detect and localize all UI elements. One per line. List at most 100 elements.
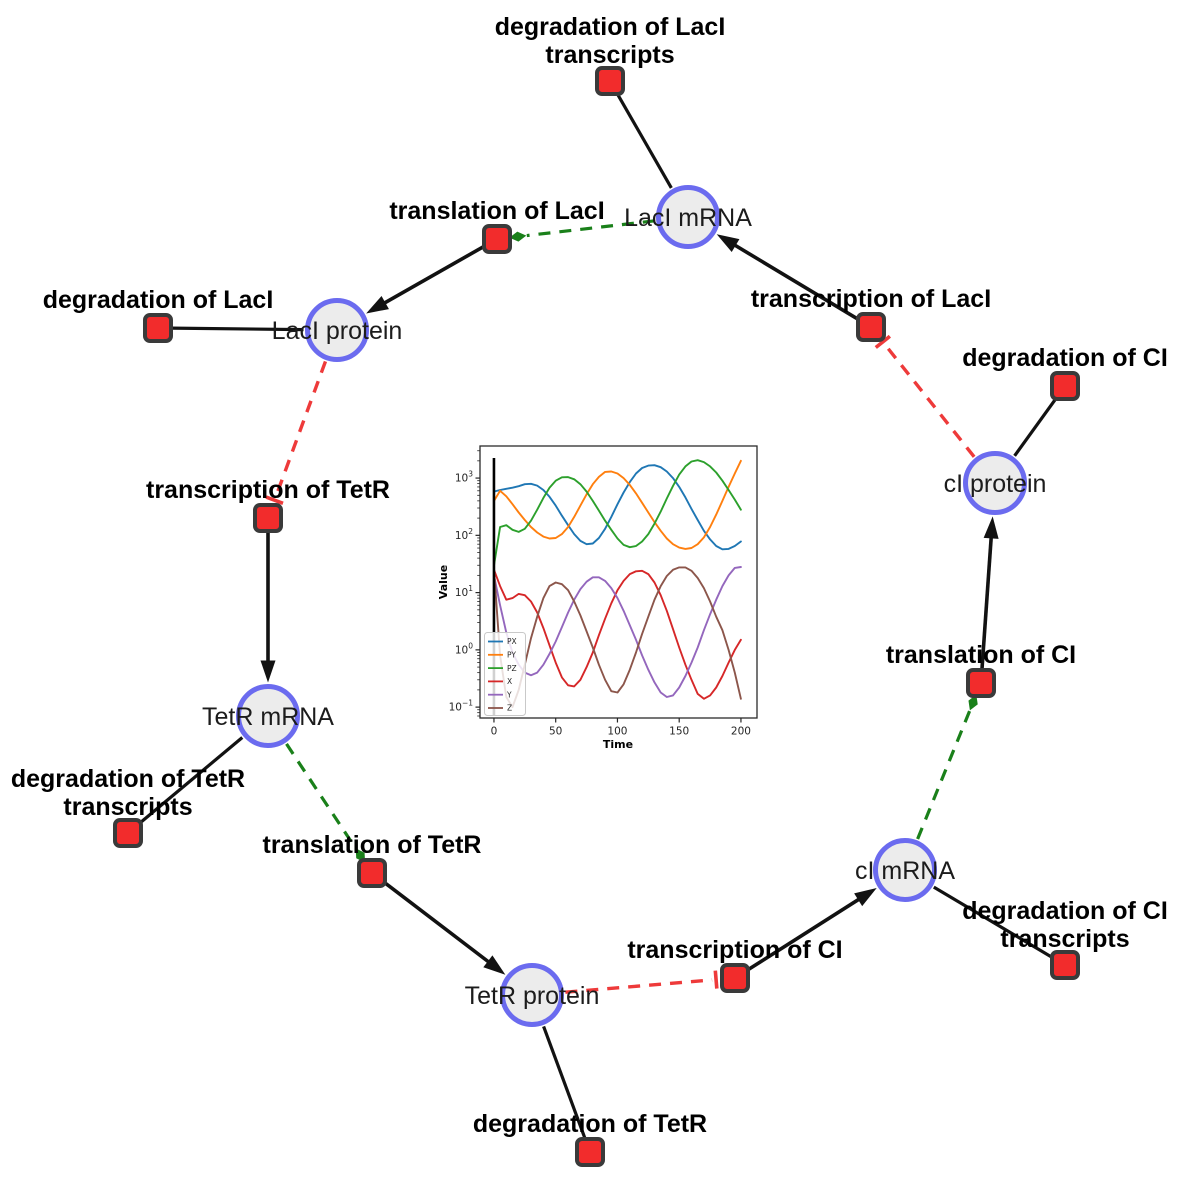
chart-legend: PX PY PZ XYZ <box>484 632 526 716</box>
edge-tetr-protein-txn-ci <box>565 970 719 994</box>
chart-line-z <box>493 566 742 709</box>
legend-label-z: Z <box>507 704 512 713</box>
arrowhead <box>366 296 389 314</box>
arrowhead <box>854 887 877 907</box>
reaction-label-transl-laci: translation of LacI <box>389 197 604 225</box>
species-node-laci-mrna <box>656 185 720 249</box>
species-node-tetr-protein <box>500 963 564 1027</box>
species-node-ci-mrna <box>873 838 937 902</box>
species-node-tetr-mrna <box>236 684 300 748</box>
edge-laci-protein-deg-laci <box>170 326 304 332</box>
arrowhead <box>483 955 506 975</box>
network-nodes <box>113 66 1080 1167</box>
reaction-node-txn-tetr <box>253 503 283 533</box>
reaction-node-transl-laci <box>482 224 512 254</box>
species-label-tetr-mrna: TetR mRNA <box>202 703 334 731</box>
x-tick-label: 200 <box>731 726 751 738</box>
reaction-label-deg-ci-tx-line2: transcripts <box>1000 925 1129 953</box>
inhibition-tbar <box>265 495 284 505</box>
species-node-laci-protein <box>305 298 369 362</box>
legend-label-px: PX <box>507 637 517 646</box>
legend-label-y: Y <box>506 690 512 699</box>
edge-laci-mrna-transl-laci <box>509 219 655 242</box>
edge-transl-tetr-tetr-protein <box>381 879 506 975</box>
reaction-node-transl-tetr <box>357 858 387 888</box>
species-label-laci-mrna: LacI mRNA <box>624 204 752 232</box>
edge-ci-mrna-deg-ci-tx <box>932 885 1055 960</box>
reaction-node-deg-laci <box>143 313 173 343</box>
chart-line-px <box>493 464 742 551</box>
x-tick-label: 0 <box>491 726 498 738</box>
reaction-label-txn-tetr: transcription of TetR <box>146 476 390 504</box>
reaction-node-deg-ci-tx <box>1050 950 1080 980</box>
reaction-node-deg-tetr <box>575 1137 605 1167</box>
network-edges <box>136 91 1059 1141</box>
reaction-label-deg-ci: degradation of CI <box>962 344 1168 372</box>
reaction-label-txn-laci: transcription of LacI <box>751 285 991 313</box>
species-label-laci-protein: LacI protein <box>272 317 403 345</box>
arrowhead <box>260 660 276 683</box>
species-node-ci-protein <box>963 451 1027 515</box>
legend-label-py: PY <box>507 651 516 660</box>
reaction-label-txn-ci: transcription of CI <box>627 936 842 964</box>
y-tick-label: 100 <box>455 641 473 656</box>
y-tick-label: 102 <box>455 527 473 542</box>
chart-line-pz <box>493 459 742 567</box>
edge-transl-ci-ci-protein <box>980 516 999 671</box>
edge-ci-protein-txn-laci <box>874 334 976 458</box>
reaction-label-deg-ci-tx-line1: degradation of CI <box>962 897 1168 925</box>
species-label-ci-protein: cI protein <box>944 470 1047 498</box>
x-tick-label: 50 <box>549 726 562 738</box>
chart-line-py <box>493 459 742 550</box>
reaction-label-deg-laci-tx-line2: transcripts <box>545 41 674 69</box>
arrowhead <box>716 234 740 253</box>
arrowhead <box>983 516 999 539</box>
edge-tetr-protein-deg-tetr <box>542 1025 587 1141</box>
x-tick-label: 100 <box>607 726 627 738</box>
modifier-diamond <box>509 231 527 242</box>
chart-series-lines <box>493 459 742 709</box>
edge-transl-laci-laci-protein <box>366 243 487 314</box>
y-tick-label: 10−1 <box>449 699 474 714</box>
reaction-node-txn-laci <box>856 312 886 342</box>
reaction-label-deg-tetr-tx-line1: degradation of TetR <box>11 765 245 793</box>
reaction-label-deg-tetr-tx-line2: transcripts <box>63 793 192 821</box>
y-tick-label: 101 <box>455 584 473 599</box>
species-label-ci-mrna: cI mRNA <box>855 857 955 885</box>
chart-line-y <box>493 566 742 698</box>
inhibition-tbar <box>874 334 891 349</box>
edge-laci-mrna-deg-laci-tx <box>615 91 673 189</box>
chart-axis-ticks: 0 50 100 150 200 10−1 100 101 102 103 <box>449 450 751 738</box>
chart-plot-frame <box>479 445 758 719</box>
network-labels: LacI mRNA LacI protein TetR mRNA TetR prote… <box>11 13 1168 1138</box>
reaction-label-deg-laci: degradation of LacI <box>43 286 274 314</box>
chart-xlabel: Time <box>603 738 633 751</box>
inhibition-tbar <box>713 970 719 989</box>
modifier-diamond <box>968 694 978 711</box>
edge-tetr-mrna-deg-tetr-tx <box>136 736 244 826</box>
chart-ylabel: Value <box>437 565 450 599</box>
species-label-tetr-protein: TetR protein <box>465 982 600 1010</box>
edge-txn-ci-ci-mrna <box>745 887 877 973</box>
reaction-node-deg-tetr-tx <box>113 818 143 848</box>
reaction-node-txn-ci <box>720 963 750 993</box>
legend-label-pz: PZ <box>507 664 517 673</box>
legend-label-x: X <box>507 677 512 686</box>
y-tick-label: 103 <box>455 470 473 485</box>
legend-box <box>484 632 526 716</box>
edge-ci-protein-deg-ci <box>1013 395 1059 457</box>
edge-laci-protein-txn-tetr <box>265 360 328 505</box>
edge-txn-laci-laci-mrna <box>716 234 861 322</box>
reaction-label-deg-laci-tx-line1: degradation of LacI <box>495 13 726 41</box>
reaction-label-transl-tetr: translation of TetR <box>263 831 482 859</box>
x-tick-label: 150 <box>669 726 689 738</box>
edge-txn-tetr-tetr-mrna <box>260 531 276 683</box>
reaction-label-deg-tetr: degradation of TetR <box>473 1110 707 1138</box>
reaction-node-deg-laci-tx <box>595 66 625 96</box>
chart-line-x <box>493 568 742 700</box>
edge-ci-mrna-transl-ci <box>916 694 978 840</box>
reaction-node-transl-ci <box>966 668 996 698</box>
